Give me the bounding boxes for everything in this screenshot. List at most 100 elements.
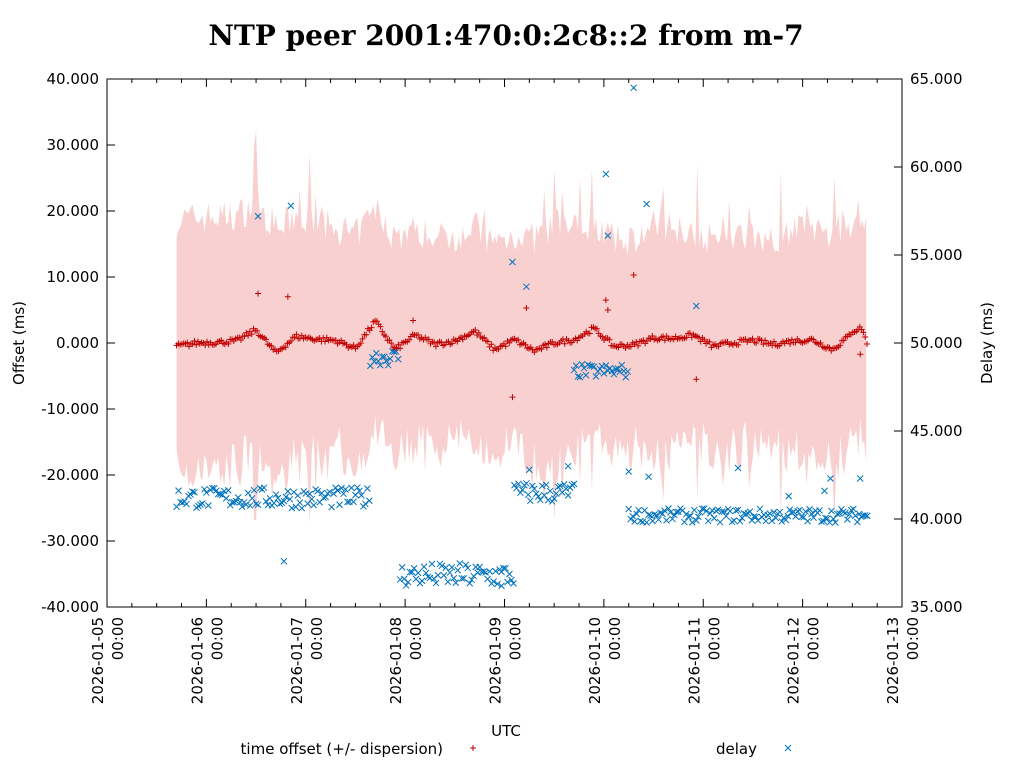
delay-point	[782, 516, 790, 524]
y2-tick-label: 45.000	[910, 422, 963, 440]
dispersion-band-layer	[176, 131, 867, 526]
offset-point	[506, 339, 513, 346]
x-tick-date: 2026-01-06	[188, 617, 206, 704]
offset-point	[615, 344, 622, 351]
delay-point	[855, 510, 863, 518]
offset-point	[542, 341, 549, 348]
offset-point	[683, 334, 690, 341]
offset-point	[753, 340, 760, 347]
delay-point	[526, 497, 534, 505]
delay-point	[861, 512, 869, 519]
x-tick-date: 2026-01-11	[685, 617, 703, 704]
delay-point	[698, 505, 706, 513]
delay-point	[414, 569, 422, 577]
y2-tick-label: 60.000	[910, 158, 963, 176]
delay-point	[205, 502, 212, 509]
delay-point	[464, 564, 472, 572]
offset-point	[363, 331, 370, 338]
delay-point	[232, 497, 240, 505]
delay-outlier-point	[287, 202, 295, 210]
delay-point	[576, 373, 584, 381]
delay-point	[208, 484, 216, 492]
delay-point	[694, 513, 702, 521]
delay-point	[671, 511, 678, 519]
delay-point	[434, 571, 442, 579]
offset-point	[379, 328, 386, 335]
x-tick-time: 00:00	[904, 617, 922, 660]
delay-point	[857, 513, 865, 521]
delay-point	[637, 517, 644, 525]
delay-point	[606, 364, 614, 372]
delay-series-layer	[173, 84, 871, 590]
delay-point	[404, 578, 412, 586]
offset-point	[288, 337, 295, 344]
offset-point	[189, 341, 196, 348]
x-tick-time: 00:00	[308, 617, 326, 660]
x-tick-time: 00:00	[606, 617, 624, 660]
offset-point	[561, 340, 568, 347]
offset-point	[515, 336, 522, 343]
offset-outlier-point	[523, 305, 530, 312]
offset-point	[543, 344, 550, 351]
offset-outlier-point	[604, 307, 611, 313]
offset-point	[254, 327, 261, 334]
offset-outlier-point	[410, 317, 417, 324]
x-tick-label: 2026-01-06 00:00	[188, 617, 226, 704]
delay-point	[358, 491, 365, 499]
delay-point	[270, 499, 278, 507]
y-tick-label: 30.000	[47, 136, 100, 154]
offset-point	[225, 340, 232, 347]
x-tick-label: 2026-01-08 00:00	[387, 617, 425, 704]
delay-point	[742, 511, 750, 518]
y2-tick-label: 55.000	[910, 246, 963, 264]
delay-point	[252, 500, 260, 508]
delay-point	[344, 498, 351, 506]
y-axis-label: Offset (ms)	[10, 301, 28, 385]
delay-point	[830, 515, 837, 523]
delay-point	[458, 575, 466, 582]
delay-point	[768, 517, 776, 525]
delay-point	[820, 517, 827, 525]
offset-point	[735, 341, 742, 348]
delay-point	[534, 493, 542, 500]
delay-point	[456, 560, 464, 567]
delay-point	[519, 486, 526, 494]
legend-offset-plus	[470, 745, 476, 751]
delay-outlier-point	[523, 283, 530, 291]
offset-point	[749, 335, 756, 342]
x-tick-label: 2026-01-07 00:00	[288, 617, 326, 704]
delay-point	[246, 502, 254, 509]
x-tick-label: 2026-01-09 00:00	[487, 617, 525, 704]
offset-point	[864, 340, 871, 347]
delay-point	[766, 510, 774, 517]
delay-point	[798, 513, 805, 521]
delay-point	[175, 487, 182, 495]
offset-point	[686, 330, 693, 337]
delay-point	[588, 362, 596, 370]
delay-point	[548, 498, 556, 505]
delay-point	[504, 578, 511, 586]
delay-outlier-point	[604, 232, 612, 239]
delay-point	[538, 482, 546, 490]
delay-point	[244, 489, 252, 497]
offset-point	[338, 337, 345, 344]
delay-point	[418, 577, 426, 585]
offset-point	[322, 338, 329, 345]
delay-point	[356, 487, 363, 495]
offset-point	[191, 338, 198, 345]
y-tick-label: -30.000	[41, 532, 99, 550]
x-tick-date: 2026-01-05	[89, 617, 107, 704]
offset-point	[373, 318, 380, 325]
offset-point	[706, 338, 713, 345]
delay-point	[444, 578, 452, 586]
delay-point	[197, 501, 204, 508]
delay-point	[653, 511, 660, 519]
delay-point	[282, 493, 290, 501]
delay-point	[706, 510, 714, 517]
delay-point	[681, 518, 688, 526]
delay-point	[354, 484, 361, 491]
x-tick-label: 2026-01-05 00:00	[89, 617, 127, 704]
delay-point	[398, 563, 406, 571]
offset-point	[484, 338, 491, 345]
delay-outlier-point	[692, 302, 700, 310]
